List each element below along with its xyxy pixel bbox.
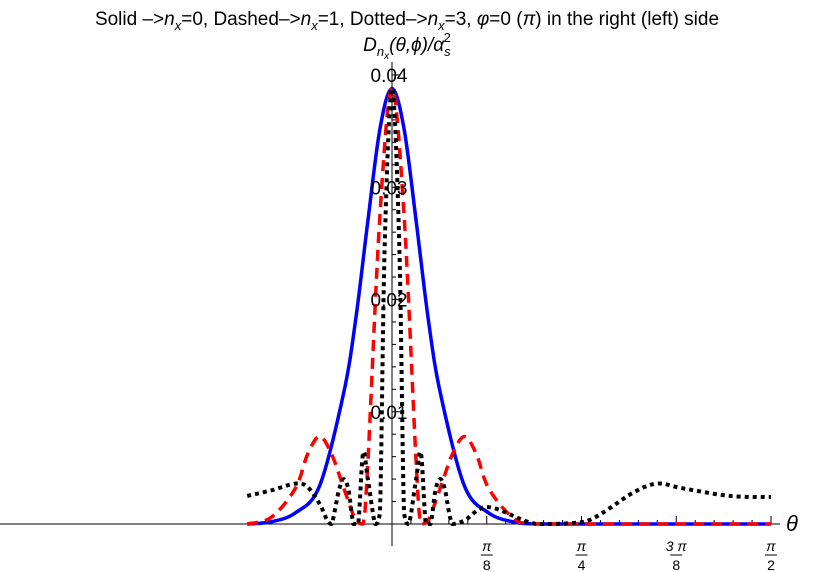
x-tick-label-numerator: 3 π — [666, 538, 688, 554]
x-tick-label-numerator: π — [766, 538, 776, 554]
y-tick-label: 0.04 — [371, 66, 408, 87]
series-solid-line — [247, 86, 771, 526]
x-tick-label-numerator: π — [482, 538, 492, 554]
y-tick-label: 0.03 — [371, 178, 408, 199]
x-tick-label-denominator: 8 — [483, 557, 491, 572]
x-tick-label-numerator: π — [577, 538, 587, 554]
tick-labels: 0.01 0.02 0.03 0.04 π 8 π 4 3 π 8 π 2 — [371, 66, 777, 572]
series-dotted-line — [246, 86, 772, 526]
x-tick-label-denominator: 8 — [672, 557, 680, 572]
y-axis-label: Dnx(θ,ϕ)/αs2 — [363, 30, 451, 62]
x-tick-label-denominator: 4 — [578, 557, 586, 572]
series-dashed-line — [246, 86, 771, 526]
series-layer — [246, 86, 772, 526]
x-tick-label-denominator: 2 — [767, 557, 775, 572]
x-axis-label: θ — [786, 511, 798, 536]
y-tick-label: 0.02 — [371, 291, 408, 312]
y-tick-label: 0.01 — [371, 403, 408, 424]
chart-title: Solid –>nx=0, Dashed–>nx=1, Dotted–>nx=3… — [95, 9, 719, 33]
